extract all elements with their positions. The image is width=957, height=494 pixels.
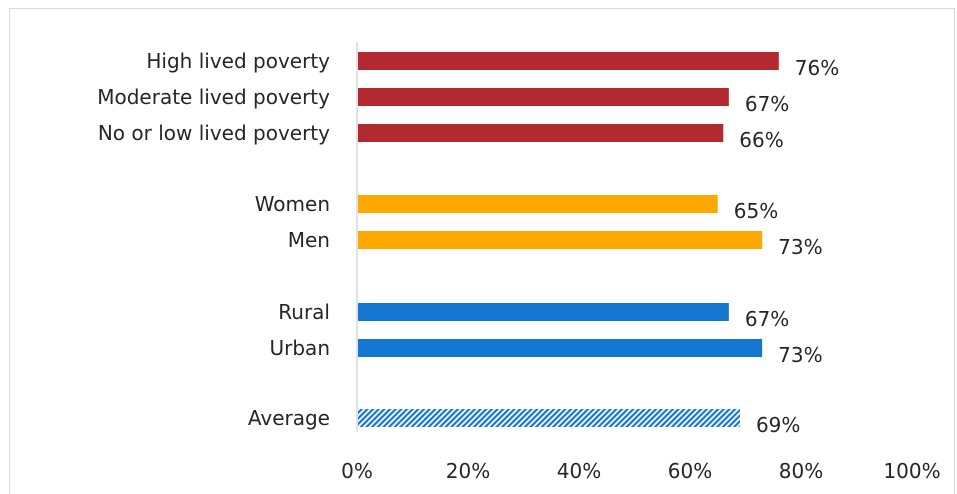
x-tick-label-6: 100% — [883, 459, 940, 483]
bar-5 — [358, 231, 763, 249]
bar-2 — [358, 88, 729, 106]
bar-6 — [358, 303, 729, 321]
data-label-7: 73% — [778, 343, 822, 367]
category-label-6: Rural — [278, 300, 330, 324]
data-label-2: 67% — [745, 92, 789, 116]
bar-3 — [358, 124, 724, 142]
data-label-8: 69% — [756, 413, 800, 437]
x-tick-label-3: 40% — [557, 459, 601, 483]
bar-4 — [358, 195, 718, 213]
x-tick-label-4: 60% — [668, 459, 712, 483]
category-label-1: High lived poverty — [146, 49, 330, 73]
bar-8 — [358, 409, 740, 427]
data-label-5: 73% — [778, 235, 822, 259]
data-label-4: 65% — [734, 199, 778, 223]
category-label-5: Men — [288, 228, 330, 252]
bar-7 — [358, 339, 763, 357]
x-tick-label-5: 80% — [779, 459, 823, 483]
category-label-2: Moderate lived poverty — [97, 85, 330, 109]
category-label-8: Average — [248, 406, 330, 430]
x-tick-label-1: 0% — [341, 459, 373, 483]
data-label-3: 66% — [739, 128, 783, 152]
category-label-4: Women — [255, 192, 330, 216]
bar-1 — [358, 52, 779, 70]
category-label-3: No or low lived poverty — [98, 121, 330, 145]
x-tick-label-2: 20% — [446, 459, 490, 483]
data-label-6: 67% — [745, 307, 789, 331]
data-label-1: 76% — [795, 56, 839, 80]
category-label-7: Urban — [270, 336, 331, 360]
